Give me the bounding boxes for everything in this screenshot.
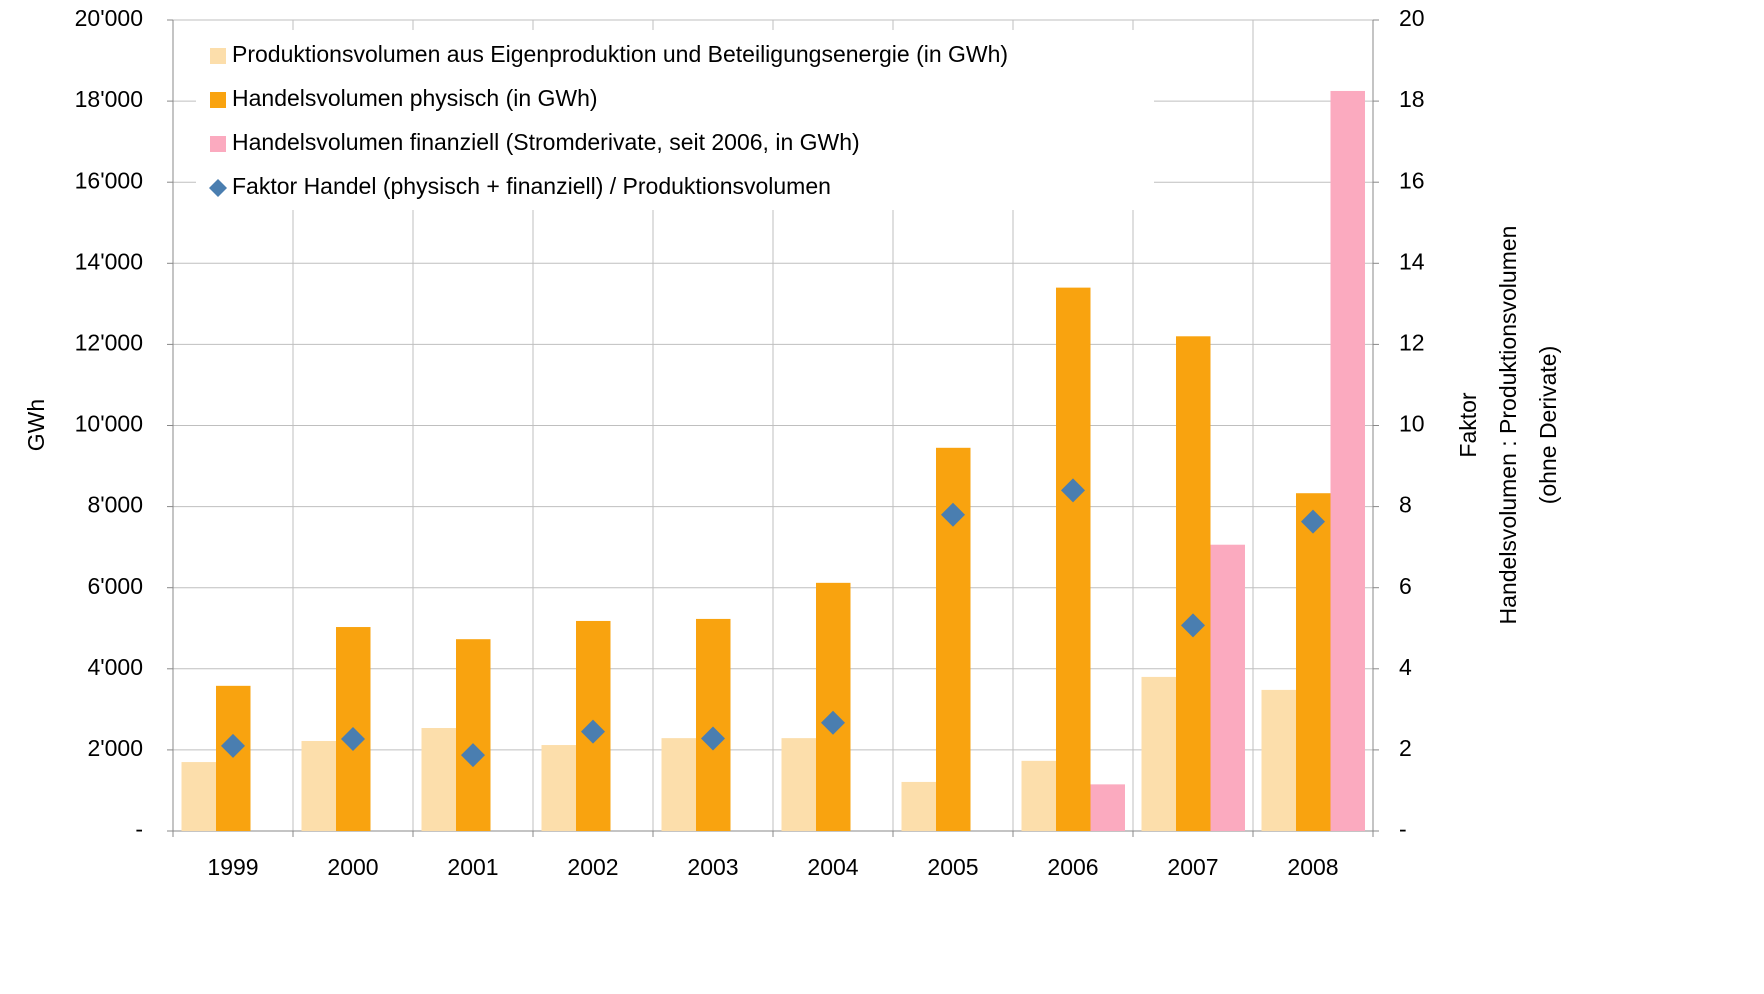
legend-background: [196, 30, 1154, 210]
y-tick-label: 8'000: [87, 492, 143, 518]
y2-tick-label: 6: [1399, 573, 1412, 599]
legend-label: Produktionsvolumen aus Eigenproduktion u…: [232, 41, 1008, 67]
y-tick-label: 2'000: [87, 735, 143, 761]
bar: [696, 618, 731, 831]
bar: [781, 738, 816, 831]
bar: [541, 745, 576, 831]
x-tick-label: 2006: [1047, 854, 1098, 880]
legend-swatch: [209, 179, 227, 197]
bar: [901, 781, 936, 831]
legend-swatch: [210, 136, 226, 152]
x-tick-label: 1999: [207, 854, 258, 880]
x-tick-label: 2003: [687, 854, 738, 880]
diamond-marker: [1301, 509, 1325, 534]
bar: [1056, 287, 1091, 831]
y2-tick-label: 14: [1399, 248, 1425, 274]
diamond-marker: [1061, 478, 1085, 503]
diamond-marker: [341, 726, 365, 751]
legend-swatch: [210, 48, 226, 64]
diamond-marker: [821, 710, 845, 735]
y-tick-label: 4'000: [87, 654, 143, 680]
bar: [661, 738, 696, 831]
diamond-marker: [581, 719, 605, 744]
y2-axis-label: Handelsvolumen : Produktionsvolumen: [1495, 226, 1521, 625]
y-tick-label: 10'000: [75, 411, 143, 437]
y-tick-label: 14'000: [75, 248, 143, 274]
y2-axis-label: (ohne Derivate): [1535, 346, 1561, 505]
diamond-marker: [461, 743, 485, 768]
y-tick-label: 16'000: [75, 167, 143, 193]
bar: [1176, 336, 1211, 831]
y-tick-label: 20'000: [75, 5, 143, 31]
bar: [216, 685, 251, 831]
bar: [1141, 676, 1176, 831]
x-tick-label: 2002: [567, 854, 618, 880]
x-tick-label: 2007: [1167, 854, 1218, 880]
x-tick-label: 2008: [1287, 854, 1338, 880]
bar: [301, 740, 336, 831]
bar: [1210, 544, 1245, 831]
bar: [816, 582, 851, 831]
y2-tick-label: 16: [1399, 167, 1425, 193]
legend-label: Handelsvolumen physisch (in GWh): [232, 85, 598, 111]
bar: [421, 728, 456, 831]
bar: [1021, 760, 1056, 831]
y2-axis-label: Faktor: [1455, 392, 1481, 458]
bar: [1261, 689, 1296, 831]
diamond-marker: [1181, 613, 1205, 638]
bar: [1296, 493, 1331, 831]
x-tick-label: 2000: [327, 854, 378, 880]
y2-tick-label: 12: [1399, 329, 1425, 355]
legend-swatch: [210, 92, 226, 108]
diamond-marker: [221, 733, 245, 758]
y2-tick-label: 20: [1399, 5, 1425, 31]
y-axis-label: GWh: [23, 399, 49, 451]
y2-tick-label: 8: [1399, 492, 1412, 518]
x-tick-label: 2004: [807, 854, 858, 880]
bar: [1330, 90, 1365, 831]
y2-tick-label: 2: [1399, 735, 1412, 761]
y2-tick-label: 18: [1399, 86, 1425, 112]
y2-tick-label: -: [1399, 816, 1407, 842]
y2-tick-label: 10: [1399, 411, 1425, 437]
y2-tick-label: 4: [1399, 654, 1412, 680]
diamond-marker: [701, 726, 725, 751]
y-tick-label: 12'000: [75, 329, 143, 355]
diamond-marker: [941, 502, 965, 527]
x-tick-label: 2001: [447, 854, 498, 880]
bar: [1090, 784, 1125, 831]
bar: [181, 762, 216, 831]
legend-label: Handelsvolumen finanziell (Stromderivate…: [232, 129, 860, 155]
y-tick-label: 18'000: [75, 86, 143, 112]
legend-label: Faktor Handel (physisch + finanziell) / …: [232, 173, 831, 199]
y-tick-label: -: [135, 816, 143, 842]
x-tick-label: 2005: [927, 854, 978, 880]
bar: [456, 639, 491, 831]
y-tick-label: 6'000: [87, 573, 143, 599]
